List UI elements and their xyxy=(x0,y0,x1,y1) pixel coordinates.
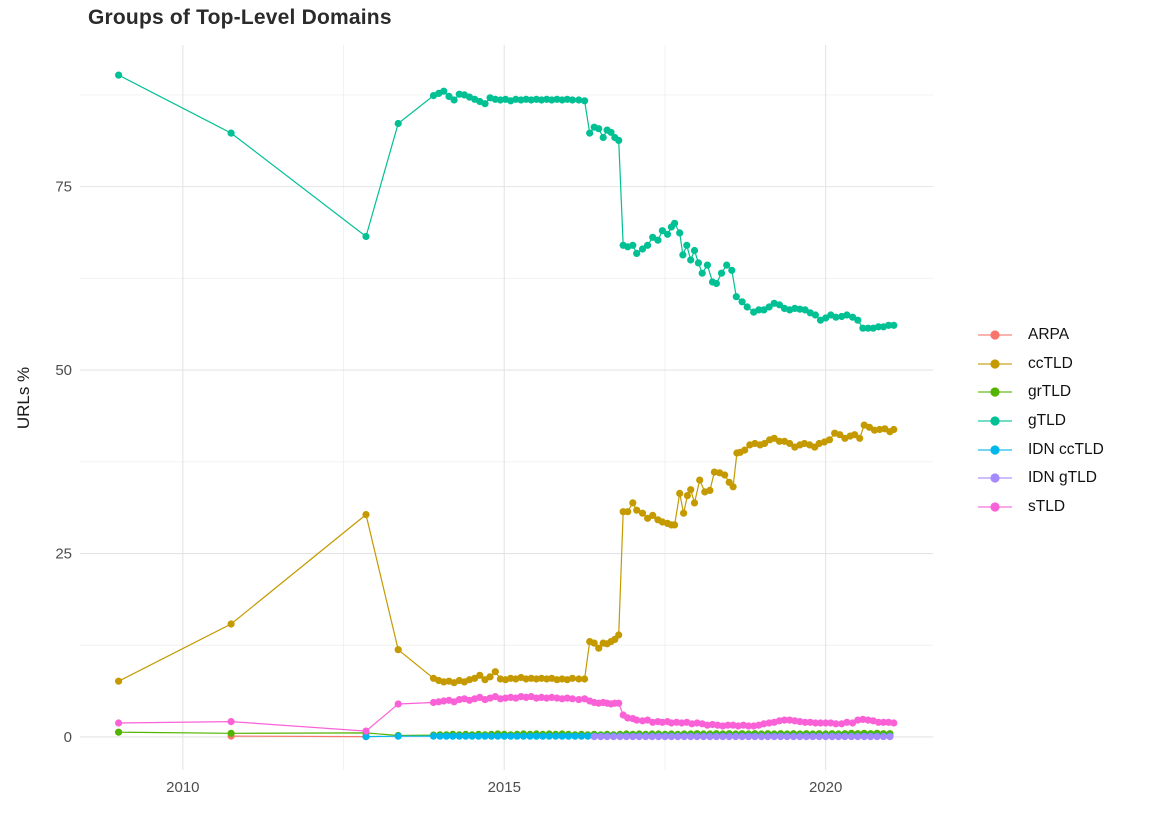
legend-label: grTLD xyxy=(1028,383,1072,401)
y-tick-label: 50 xyxy=(55,362,72,379)
legend-item-idn-cctld: IDN ccTLD xyxy=(978,435,1104,464)
legend-key-icon xyxy=(978,387,1012,398)
legend-item-grtld: grTLD xyxy=(978,378,1104,407)
legend-label: ARPA xyxy=(1028,326,1070,344)
legend-key-icon xyxy=(978,359,1012,369)
x-tick-label: 2015 xyxy=(488,779,521,796)
x-tick-label: 2020 xyxy=(809,779,842,796)
series-points-idn-gtld xyxy=(590,733,894,741)
legend-key-icon xyxy=(978,473,1012,483)
legend-key-icon xyxy=(978,416,1012,426)
legend: ARPA ccTLD grTLD gTLD IDN ccTLD IDN gTLD sTLD xyxy=(978,321,1104,521)
minor-gridlines xyxy=(80,45,933,770)
x-tick-labels: 2010 2015 2020 xyxy=(166,779,842,796)
series-line-stld xyxy=(118,695,894,732)
major-gridlines xyxy=(80,45,933,770)
series-points-gtld xyxy=(115,71,898,332)
y-tick-label: 75 xyxy=(55,179,72,196)
chart-title: Groups of Top-Level Domains xyxy=(88,6,392,29)
series-points-stld xyxy=(115,693,898,735)
y-tick-label: 0 xyxy=(64,729,72,746)
legend-item-arpa: ARPA xyxy=(978,321,1104,350)
legend-key-icon xyxy=(978,445,1012,455)
legend-key-icon xyxy=(978,502,1012,512)
y-tick-labels: 0 25 50 75 xyxy=(55,179,72,746)
legend-item-cctld: ccTLD xyxy=(978,350,1104,379)
x-tick-label: 2010 xyxy=(166,779,199,796)
legend-label: sTLD xyxy=(1028,497,1066,515)
legend-label: gTLD xyxy=(1028,412,1066,430)
legend-key-icon xyxy=(978,330,1012,340)
series-line-gtld xyxy=(118,74,894,329)
series-line-arpa xyxy=(231,735,367,738)
legend-label: ccTLD xyxy=(1028,354,1073,372)
legend-item-idn-gtld: IDN gTLD xyxy=(978,464,1104,493)
legend-label: IDN gTLD xyxy=(1028,469,1097,487)
legend-label: IDN ccTLD xyxy=(1028,440,1104,458)
series-points-cctld xyxy=(115,421,898,687)
y-tick-label: 25 xyxy=(55,546,72,563)
legend-item-stld: sTLD xyxy=(978,493,1104,522)
legend-item-gtld: gTLD xyxy=(978,407,1104,436)
